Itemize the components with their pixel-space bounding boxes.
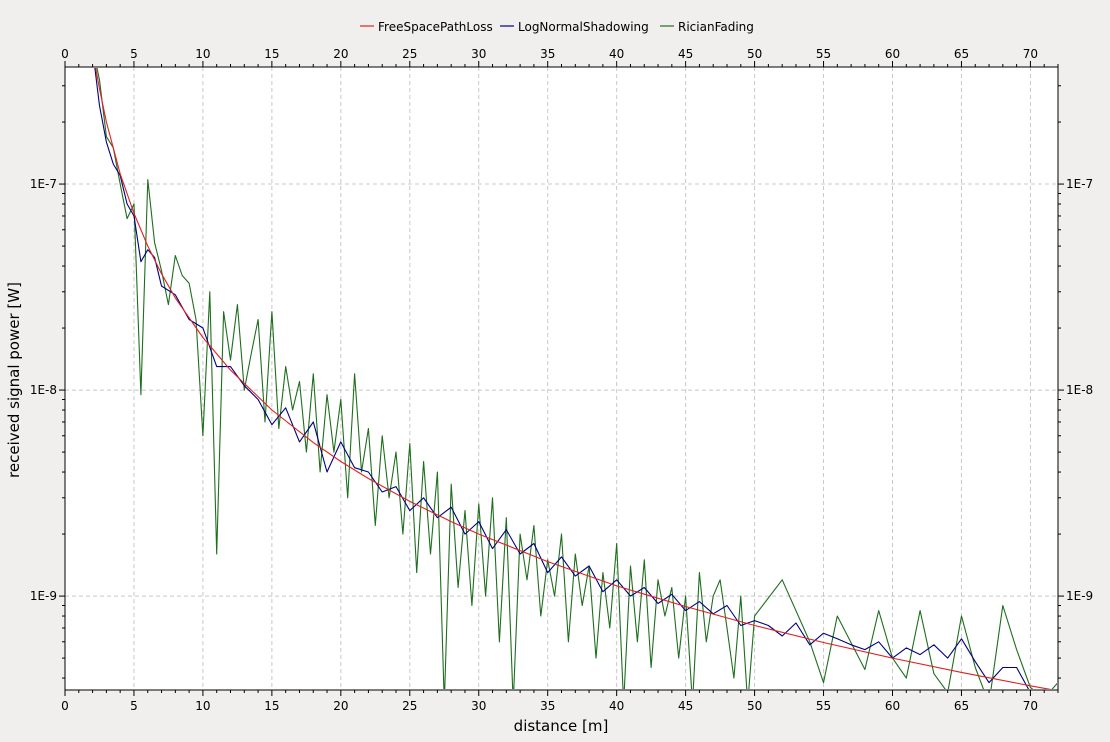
x-tick-label-bottom: 70 <box>1023 699 1038 713</box>
y-tick-label-left: 1E-7 <box>30 177 57 191</box>
x-tick-label-top: 35 <box>540 47 555 61</box>
x-tick-label-bottom: 65 <box>954 699 969 713</box>
y-tick-label-right: 1E-9 <box>1066 589 1093 603</box>
x-tick-label-top: 70 <box>1023 47 1038 61</box>
x-tick-label-top: 65 <box>954 47 969 61</box>
x-tick-label-top: 50 <box>747 47 762 61</box>
x-tick-label-top: 40 <box>609 47 624 61</box>
x-tick-label-top: 60 <box>885 47 900 61</box>
y-tick-label-right: 1E-7 <box>1066 177 1093 191</box>
x-tick-label-bottom: 10 <box>195 699 210 713</box>
x-tick-label-top: 5 <box>130 47 138 61</box>
x-tick-label-bottom: 15 <box>264 699 279 713</box>
x-tick-label-bottom: 50 <box>747 699 762 713</box>
x-tick-label-bottom: 25 <box>402 699 417 713</box>
x-tick-label-bottom: 20 <box>333 699 348 713</box>
x-tick-label-top: 15 <box>264 47 279 61</box>
y-tick-label-left: 1E-9 <box>30 589 57 603</box>
x-tick-label-bottom: 0 <box>61 699 69 713</box>
legend-label-ricianfading: RicianFading <box>678 20 754 34</box>
x-tick-label-bottom: 45 <box>678 699 693 713</box>
y-tick-label-right: 1E-8 <box>1066 383 1093 397</box>
y-axis-label: received signal power [W] <box>5 282 23 478</box>
x-tick-label-bottom: 30 <box>471 699 486 713</box>
legend-label-freespacepathloss: FreeSpacePathLoss <box>378 20 493 34</box>
series-layer <box>94 68 1057 689</box>
series-line-ricianfading <box>96 68 1057 689</box>
x-tick-label-top: 55 <box>816 47 831 61</box>
ticks: 0055101015152020252530303535404045455050… <box>30 47 1093 713</box>
x-tick-label-bottom: 55 <box>816 699 831 713</box>
x-tick-label-bottom: 35 <box>540 699 555 713</box>
x-tick-label-top: 0 <box>61 47 69 61</box>
series-line-freespacepathloss <box>95 68 1052 689</box>
legend: FreeSpacePathLoss LogNormalShadowing Ricia… <box>360 20 754 34</box>
x-tick-label-top: 45 <box>678 47 693 61</box>
series-line-lognormalshadowing <box>94 68 1030 689</box>
x-tick-label-top: 10 <box>195 47 210 61</box>
y-tick-label-left: 1E-8 <box>30 383 57 397</box>
x-tick-label-top: 30 <box>471 47 486 61</box>
x-tick-label-bottom: 5 <box>130 699 138 713</box>
x-axis-label: distance [m] <box>514 717 609 735</box>
x-tick-label-bottom: 60 <box>885 699 900 713</box>
x-tick-label-top: 20 <box>333 47 348 61</box>
legend-label-lognormalshadowing: LogNormalShadowing <box>518 20 649 34</box>
x-tick-label-top: 25 <box>402 47 417 61</box>
x-tick-label-bottom: 40 <box>609 699 624 713</box>
